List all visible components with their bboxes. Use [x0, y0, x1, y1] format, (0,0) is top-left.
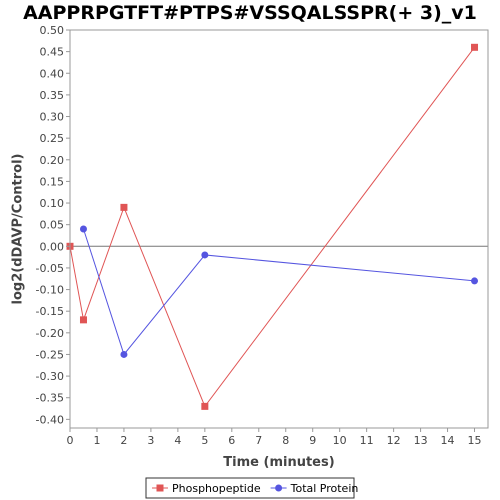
x-tick-label: 5: [201, 434, 208, 447]
y-tick-label: 0.45: [40, 46, 65, 59]
y-tick-label: 0.20: [40, 154, 65, 167]
y-tick-label: 0.40: [40, 67, 65, 80]
y-tick-label: 0.30: [40, 111, 65, 124]
x-tick-label: 2: [120, 434, 127, 447]
y-axis-label: log2(dDAVP/Control): [11, 154, 26, 305]
total-protein-point: [120, 350, 128, 358]
x-tick-label: 13: [414, 434, 428, 447]
phosphopeptide-point: [471, 43, 479, 51]
total-protein-point: [471, 277, 479, 285]
y-tick-label: -0.15: [36, 305, 64, 318]
x-tick-label: 15: [468, 434, 482, 447]
x-tick-label: 3: [147, 434, 154, 447]
x-tick-label: 14: [441, 434, 455, 447]
phosphopeptide-line: [69, 47, 475, 408]
legend: Phosphopeptide Total Protein: [145, 477, 359, 499]
phosphopeptide-point: [79, 316, 87, 324]
series-phosphopeptide: [66, 43, 479, 410]
y-tick-label: 0.50: [40, 24, 65, 37]
x-tick-label: 4: [174, 434, 181, 447]
legend-swatch-phosphopeptide: [156, 484, 164, 492]
x-tick-label: 0: [67, 434, 74, 447]
x-tick-label: 10: [333, 434, 347, 447]
legend-box: [145, 477, 355, 499]
x-axis-label: Time (minutes): [223, 455, 334, 470]
total-protein-point: [79, 225, 87, 233]
phosphopeptide-point: [201, 402, 209, 410]
x-tick-label: 11: [360, 434, 374, 447]
chart-title: AAPPRPGTFT#PTPS#VSSQALSSPR(+ 3)_v1: [23, 2, 477, 24]
x-tick-label: 9: [309, 434, 316, 447]
x-tick-label: 8: [282, 434, 289, 447]
legend-label-phosphopeptide: Phosphopeptide: [172, 482, 261, 495]
total-protein-point: [201, 251, 209, 259]
legend-label-total-protein: Total Protein: [290, 482, 359, 495]
y-tick-label: -0.10: [36, 284, 64, 297]
y-tick-label: -0.40: [36, 413, 64, 426]
y-tick-label: -0.25: [36, 348, 64, 361]
y-tick-label: 0.35: [40, 89, 65, 102]
x-tick-label: 1: [93, 434, 100, 447]
y-tick-label: 0.10: [40, 197, 65, 210]
x-tick-label: 12: [387, 434, 401, 447]
plot-area: [69, 29, 489, 429]
y-tick-label: -0.20: [36, 327, 64, 340]
y-tick-label: 0.15: [40, 175, 65, 188]
y-tick-label: 0.00: [40, 240, 65, 253]
y-tick-label: -0.35: [36, 392, 64, 405]
y-tick-label: 0.25: [40, 132, 65, 145]
legend-swatch-total-protein: [275, 484, 283, 492]
series-total-protein: [79, 225, 479, 358]
y-tick-label: -0.05: [36, 262, 64, 275]
y-tick-label: -0.30: [36, 370, 64, 383]
x-tick-label: 6: [228, 434, 235, 447]
total-protein-line: [83, 228, 475, 356]
x-tick-label: 7: [255, 434, 262, 447]
y-tick-label: 0.05: [40, 219, 65, 232]
phosphopeptide-point: [120, 203, 128, 211]
